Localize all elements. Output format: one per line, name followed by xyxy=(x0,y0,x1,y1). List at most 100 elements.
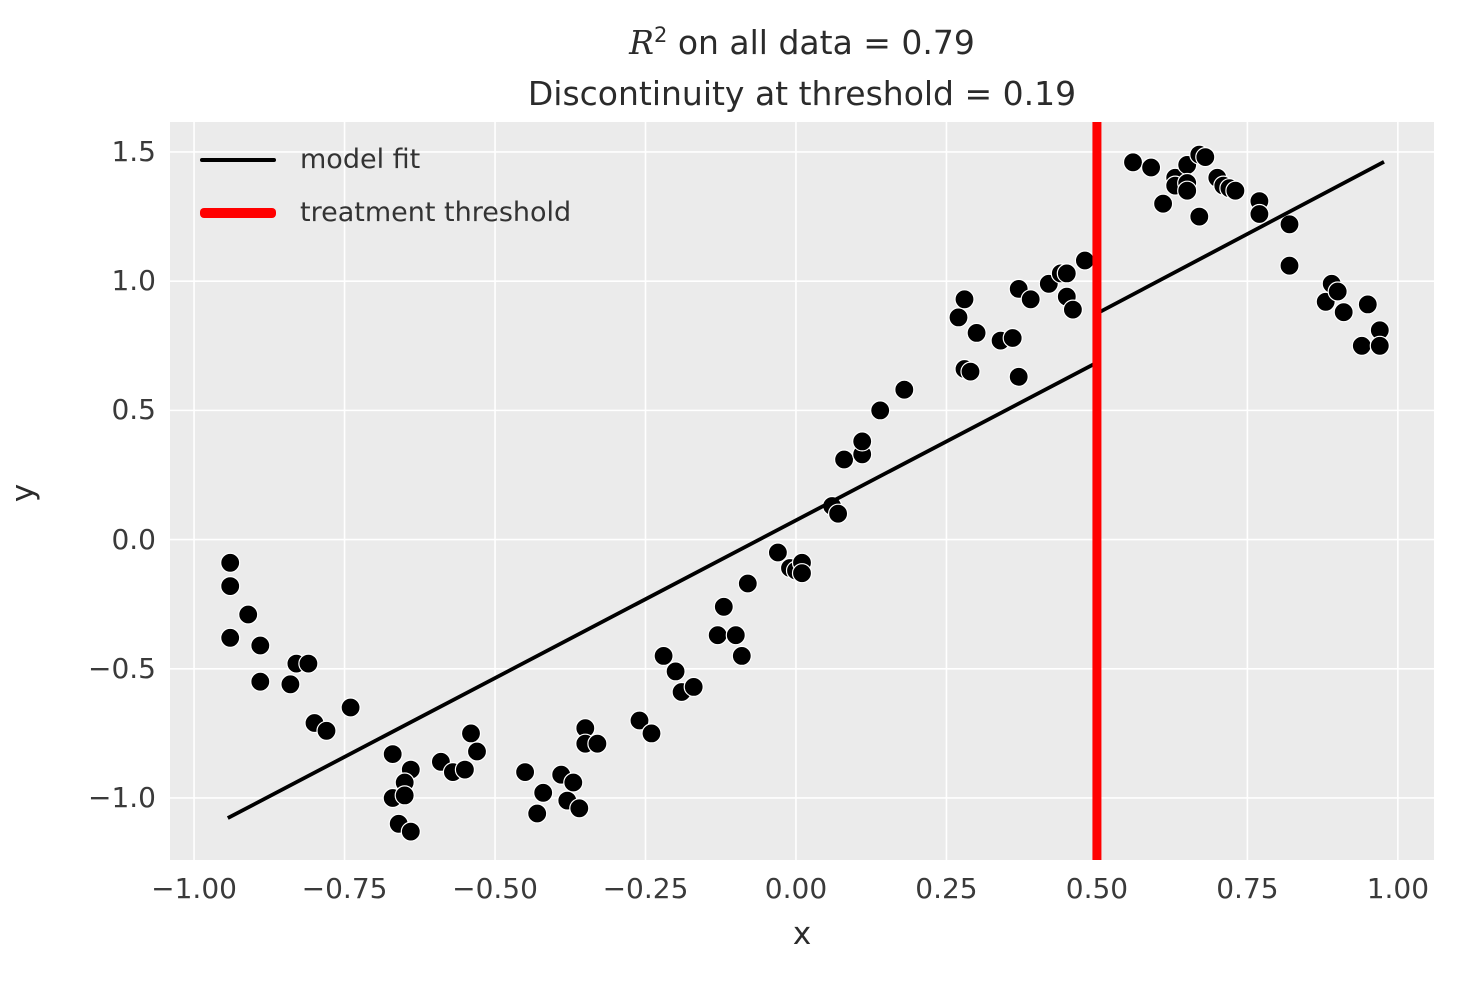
scatter-point xyxy=(382,743,403,765)
scatter-point xyxy=(466,741,488,762)
chart-title: R2 on all data = 0.79 Discontinuity at t… xyxy=(170,10,1434,119)
y-axis-label: y xyxy=(5,483,42,503)
scatter-point xyxy=(1369,335,1390,356)
x-axis-label: x xyxy=(792,916,812,952)
scatter-point xyxy=(298,653,319,674)
scatter-point xyxy=(1002,327,1023,349)
x-tick-label: −0.50 xyxy=(452,872,538,905)
legend-label-model-fit: model fit xyxy=(300,144,421,175)
scatter-point xyxy=(870,400,891,421)
scatter-point xyxy=(460,723,482,744)
model-fit-line-swatch xyxy=(200,157,276,162)
y-tick-label: −0.5 xyxy=(88,651,156,685)
scatter-point xyxy=(1333,302,1354,323)
plot-canvas xyxy=(170,122,1434,860)
scatter-point xyxy=(1074,250,1096,271)
scatter-point xyxy=(641,723,662,744)
scatter-point xyxy=(220,552,241,573)
scatter-point xyxy=(737,573,758,594)
scatter-point xyxy=(454,759,475,780)
scatter-point xyxy=(725,625,746,646)
scatter-point xyxy=(1279,255,1300,276)
scatter-point xyxy=(653,645,674,667)
y-axis-ticks: −1.0 −0.5 0.0 0.5 1.0 1.5 xyxy=(0,0,156,983)
scatter-point xyxy=(707,625,728,646)
r-symbol: R xyxy=(629,23,654,62)
scatter-point xyxy=(683,676,704,698)
x-tick-label: 0.50 xyxy=(1065,872,1129,905)
legend-item-treatment-threshold: treatment threshold xyxy=(200,197,571,228)
x-tick-label: −1.00 xyxy=(151,872,237,905)
x-tick-label: 0.75 xyxy=(1216,872,1279,905)
scatter-point xyxy=(1189,206,1210,227)
x-tick-label: 0.25 xyxy=(915,872,978,905)
scatter-point xyxy=(533,782,554,803)
scatter-point xyxy=(1327,281,1348,302)
x-tick-label: −0.75 xyxy=(301,872,388,905)
scatter-point xyxy=(569,798,590,819)
scatter-point xyxy=(629,710,650,731)
scatter-point xyxy=(527,803,548,824)
scatter-point xyxy=(1195,146,1216,168)
scatter-point xyxy=(1008,366,1029,387)
r-exponent: 2 xyxy=(653,23,668,47)
scatter-point xyxy=(1062,299,1084,320)
scatter-point xyxy=(1056,263,1077,284)
scatter-point xyxy=(665,661,686,682)
y-tick-label: 0.0 xyxy=(111,522,156,556)
scatter-point xyxy=(791,563,813,584)
scatter-point xyxy=(833,449,855,470)
scatter-point xyxy=(515,761,536,783)
x-tick-label: 0.00 xyxy=(764,872,828,905)
legend-item-model-fit: model fit xyxy=(200,144,571,175)
scatter-points xyxy=(220,144,1390,842)
scatter-point xyxy=(827,503,849,524)
scatter-point xyxy=(250,635,271,656)
scatter-point xyxy=(394,785,415,806)
scatter-point xyxy=(954,289,975,310)
scatter-point xyxy=(1357,294,1378,315)
scatter-point xyxy=(316,720,337,741)
scatter-point xyxy=(966,322,987,343)
scatter-point xyxy=(563,772,584,793)
scatter-point xyxy=(960,361,981,382)
scatter-point xyxy=(340,697,361,718)
scatter-point xyxy=(713,596,734,617)
scatter-point xyxy=(1249,203,1270,225)
scatter-point xyxy=(1279,214,1300,235)
title-line-discontinuity: Discontinuity at threshold = 0.19 xyxy=(527,74,1077,113)
scatter-point xyxy=(1140,157,1162,178)
scatter-point xyxy=(1225,180,1246,201)
y-tick-label: 1.5 xyxy=(111,134,156,168)
scatter-point xyxy=(220,627,241,648)
scatter-point xyxy=(280,674,301,695)
title-line-r-squared: R2 on all data = 0.79 xyxy=(170,10,1434,68)
scatter-point xyxy=(948,307,969,328)
treatment-threshold-line-swatch xyxy=(200,207,276,218)
scatter-point xyxy=(250,671,271,692)
plot-area: model fit treatment threshold xyxy=(170,122,1434,860)
scatter-point xyxy=(767,542,789,563)
scatter-point xyxy=(1122,152,1144,173)
legend: model fit treatment threshold xyxy=(200,144,571,228)
x-axis-ticks: −1.00 −0.75 −0.50 −0.25 0.00 0.25 0.50 0.75 1.00 xyxy=(0,872,1463,912)
model-fit-line xyxy=(226,160,1385,820)
x-tick-label: −0.25 xyxy=(602,872,689,905)
x-tick-label: 1.00 xyxy=(1366,872,1430,905)
scatter-point xyxy=(1177,180,1198,201)
scatter-point xyxy=(400,821,421,842)
y-tick-label: 1.0 xyxy=(111,264,156,298)
scatter-point xyxy=(1152,193,1174,214)
y-tick-label: 0.5 xyxy=(111,393,156,427)
scatter-point xyxy=(238,604,259,625)
scatter-point xyxy=(731,645,752,667)
scatter-point xyxy=(852,431,873,452)
scatter-point xyxy=(894,379,915,400)
scatter-point xyxy=(1351,335,1372,356)
title-line1-text: on all data = 0.79 xyxy=(667,23,975,62)
legend-label-treatment-threshold: treatment threshold xyxy=(300,197,572,228)
y-tick-label: −1.0 xyxy=(88,780,156,814)
scatter-point xyxy=(587,733,608,754)
scatter-point xyxy=(220,576,241,597)
